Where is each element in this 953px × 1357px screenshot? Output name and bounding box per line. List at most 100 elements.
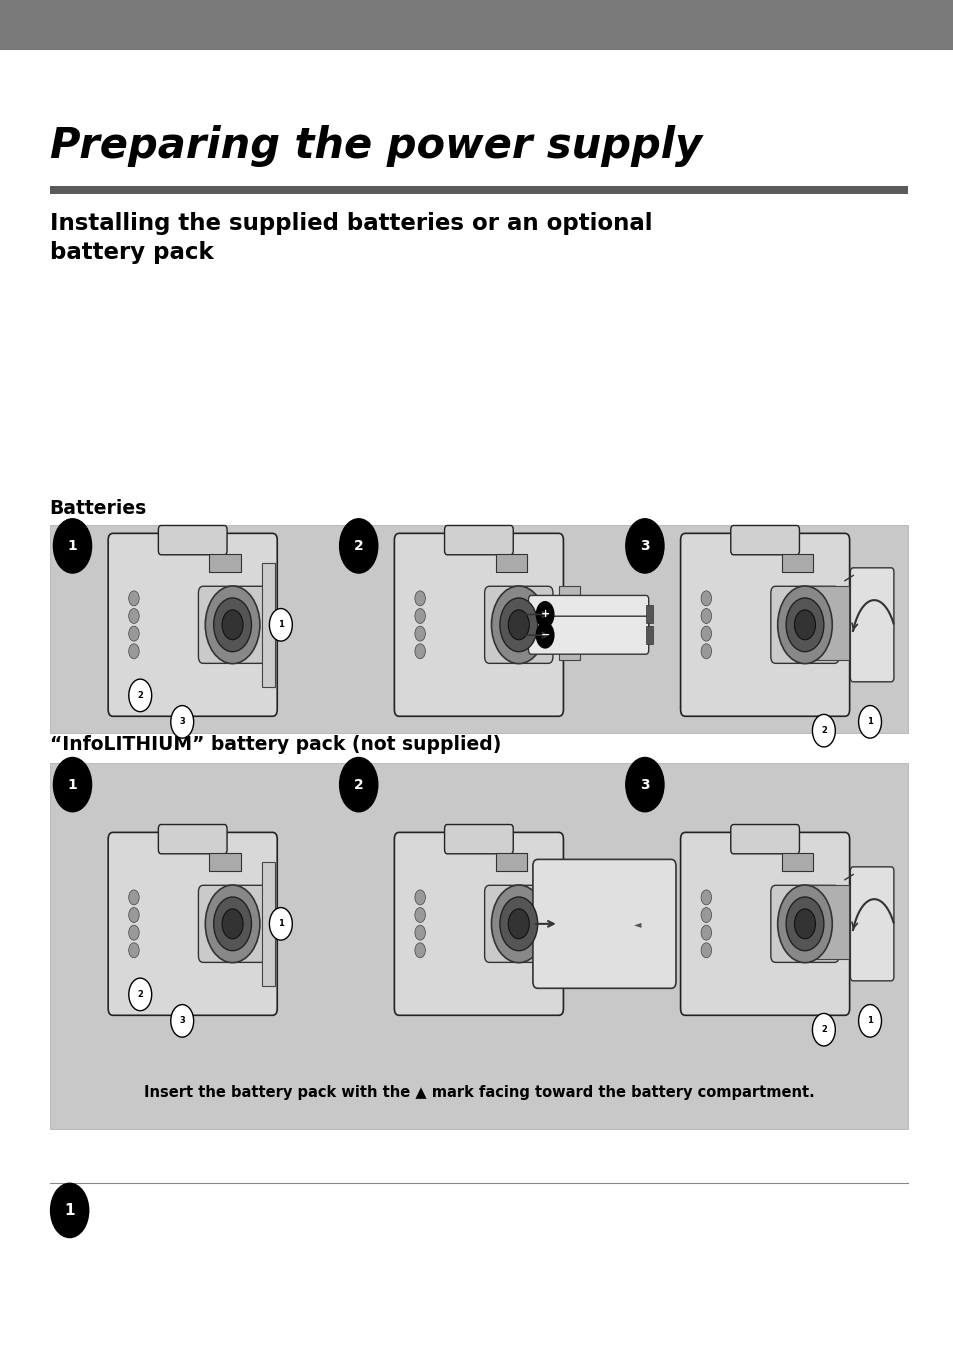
Text: 2: 2 [137,989,143,999]
FancyBboxPatch shape [679,832,849,1015]
Circle shape [129,643,139,658]
Circle shape [339,757,377,811]
Circle shape [700,943,711,958]
Circle shape [858,706,881,738]
FancyBboxPatch shape [198,885,267,962]
FancyBboxPatch shape [730,525,799,555]
Circle shape [499,897,537,951]
Bar [781,554,813,571]
Bar [810,885,848,959]
Circle shape [171,1004,193,1037]
Circle shape [53,518,91,573]
Text: 1: 1 [866,1016,872,1026]
Bar [210,554,241,571]
FancyBboxPatch shape [108,533,277,716]
Circle shape [491,885,545,962]
FancyBboxPatch shape [770,586,839,664]
Circle shape [777,586,831,664]
FancyBboxPatch shape [679,533,849,716]
FancyBboxPatch shape [533,859,676,988]
Text: 2: 2 [821,726,826,735]
Circle shape [536,622,554,649]
Circle shape [794,909,815,939]
Circle shape [213,897,252,951]
Text: 3: 3 [179,1016,185,1026]
Circle shape [625,757,663,811]
Circle shape [785,897,823,951]
Bar [496,554,527,571]
FancyBboxPatch shape [849,867,893,981]
Circle shape [129,590,139,605]
Text: 3: 3 [639,539,649,552]
Circle shape [129,943,139,958]
FancyBboxPatch shape [394,533,563,716]
FancyBboxPatch shape [528,596,648,634]
Text: Batteries: Batteries [50,499,147,518]
Circle shape [222,609,243,639]
Bar [558,885,579,959]
Bar [50,525,907,733]
FancyBboxPatch shape [158,525,227,555]
Bar [50,763,907,1129]
Text: 2: 2 [354,778,363,791]
Text: ◄: ◄ [634,919,641,928]
FancyBboxPatch shape [730,825,799,854]
Circle shape [415,626,425,641]
Circle shape [508,909,529,939]
Circle shape [269,608,292,641]
Text: 1: 1 [277,919,283,928]
Circle shape [415,643,425,658]
Bar [781,854,813,871]
Circle shape [499,598,537,651]
Circle shape [700,608,711,623]
Text: 2: 2 [137,691,143,700]
Circle shape [205,885,259,962]
Text: 1: 1 [866,718,872,726]
Circle shape [129,608,139,623]
Circle shape [812,1014,835,1046]
Circle shape [491,586,545,664]
Circle shape [213,598,252,651]
Circle shape [415,890,425,905]
Circle shape [129,908,139,923]
Text: 1: 1 [277,620,283,630]
Circle shape [129,678,152,711]
Text: Installing the supplied batteries or an optional
battery pack: Installing the supplied batteries or an … [50,212,652,265]
Circle shape [700,590,711,605]
Circle shape [700,925,711,940]
Bar [0,0,953,50]
FancyBboxPatch shape [444,825,513,854]
Bar [810,586,848,660]
FancyBboxPatch shape [849,567,893,681]
Circle shape [700,643,711,658]
FancyBboxPatch shape [198,586,267,664]
Text: 3: 3 [179,718,185,726]
Circle shape [222,909,243,939]
Bar [496,854,527,871]
Circle shape [858,1004,881,1037]
Circle shape [536,601,554,628]
Text: 2: 2 [354,539,363,552]
Circle shape [415,590,425,605]
Text: 3: 3 [639,778,649,791]
Circle shape [53,757,91,811]
Circle shape [777,885,831,962]
Circle shape [508,609,529,639]
Circle shape [625,518,663,573]
Circle shape [700,908,711,923]
Circle shape [700,626,711,641]
Circle shape [129,626,139,641]
FancyBboxPatch shape [528,616,648,654]
FancyBboxPatch shape [484,885,553,962]
Circle shape [339,518,377,573]
Text: 2: 2 [821,1025,826,1034]
Text: 1: 1 [68,539,77,552]
Circle shape [415,943,425,958]
Circle shape [129,890,139,905]
Circle shape [415,925,425,940]
Text: −: − [539,630,549,641]
Circle shape [812,714,835,746]
Bar [210,854,241,871]
FancyBboxPatch shape [444,525,513,555]
Circle shape [269,908,292,940]
